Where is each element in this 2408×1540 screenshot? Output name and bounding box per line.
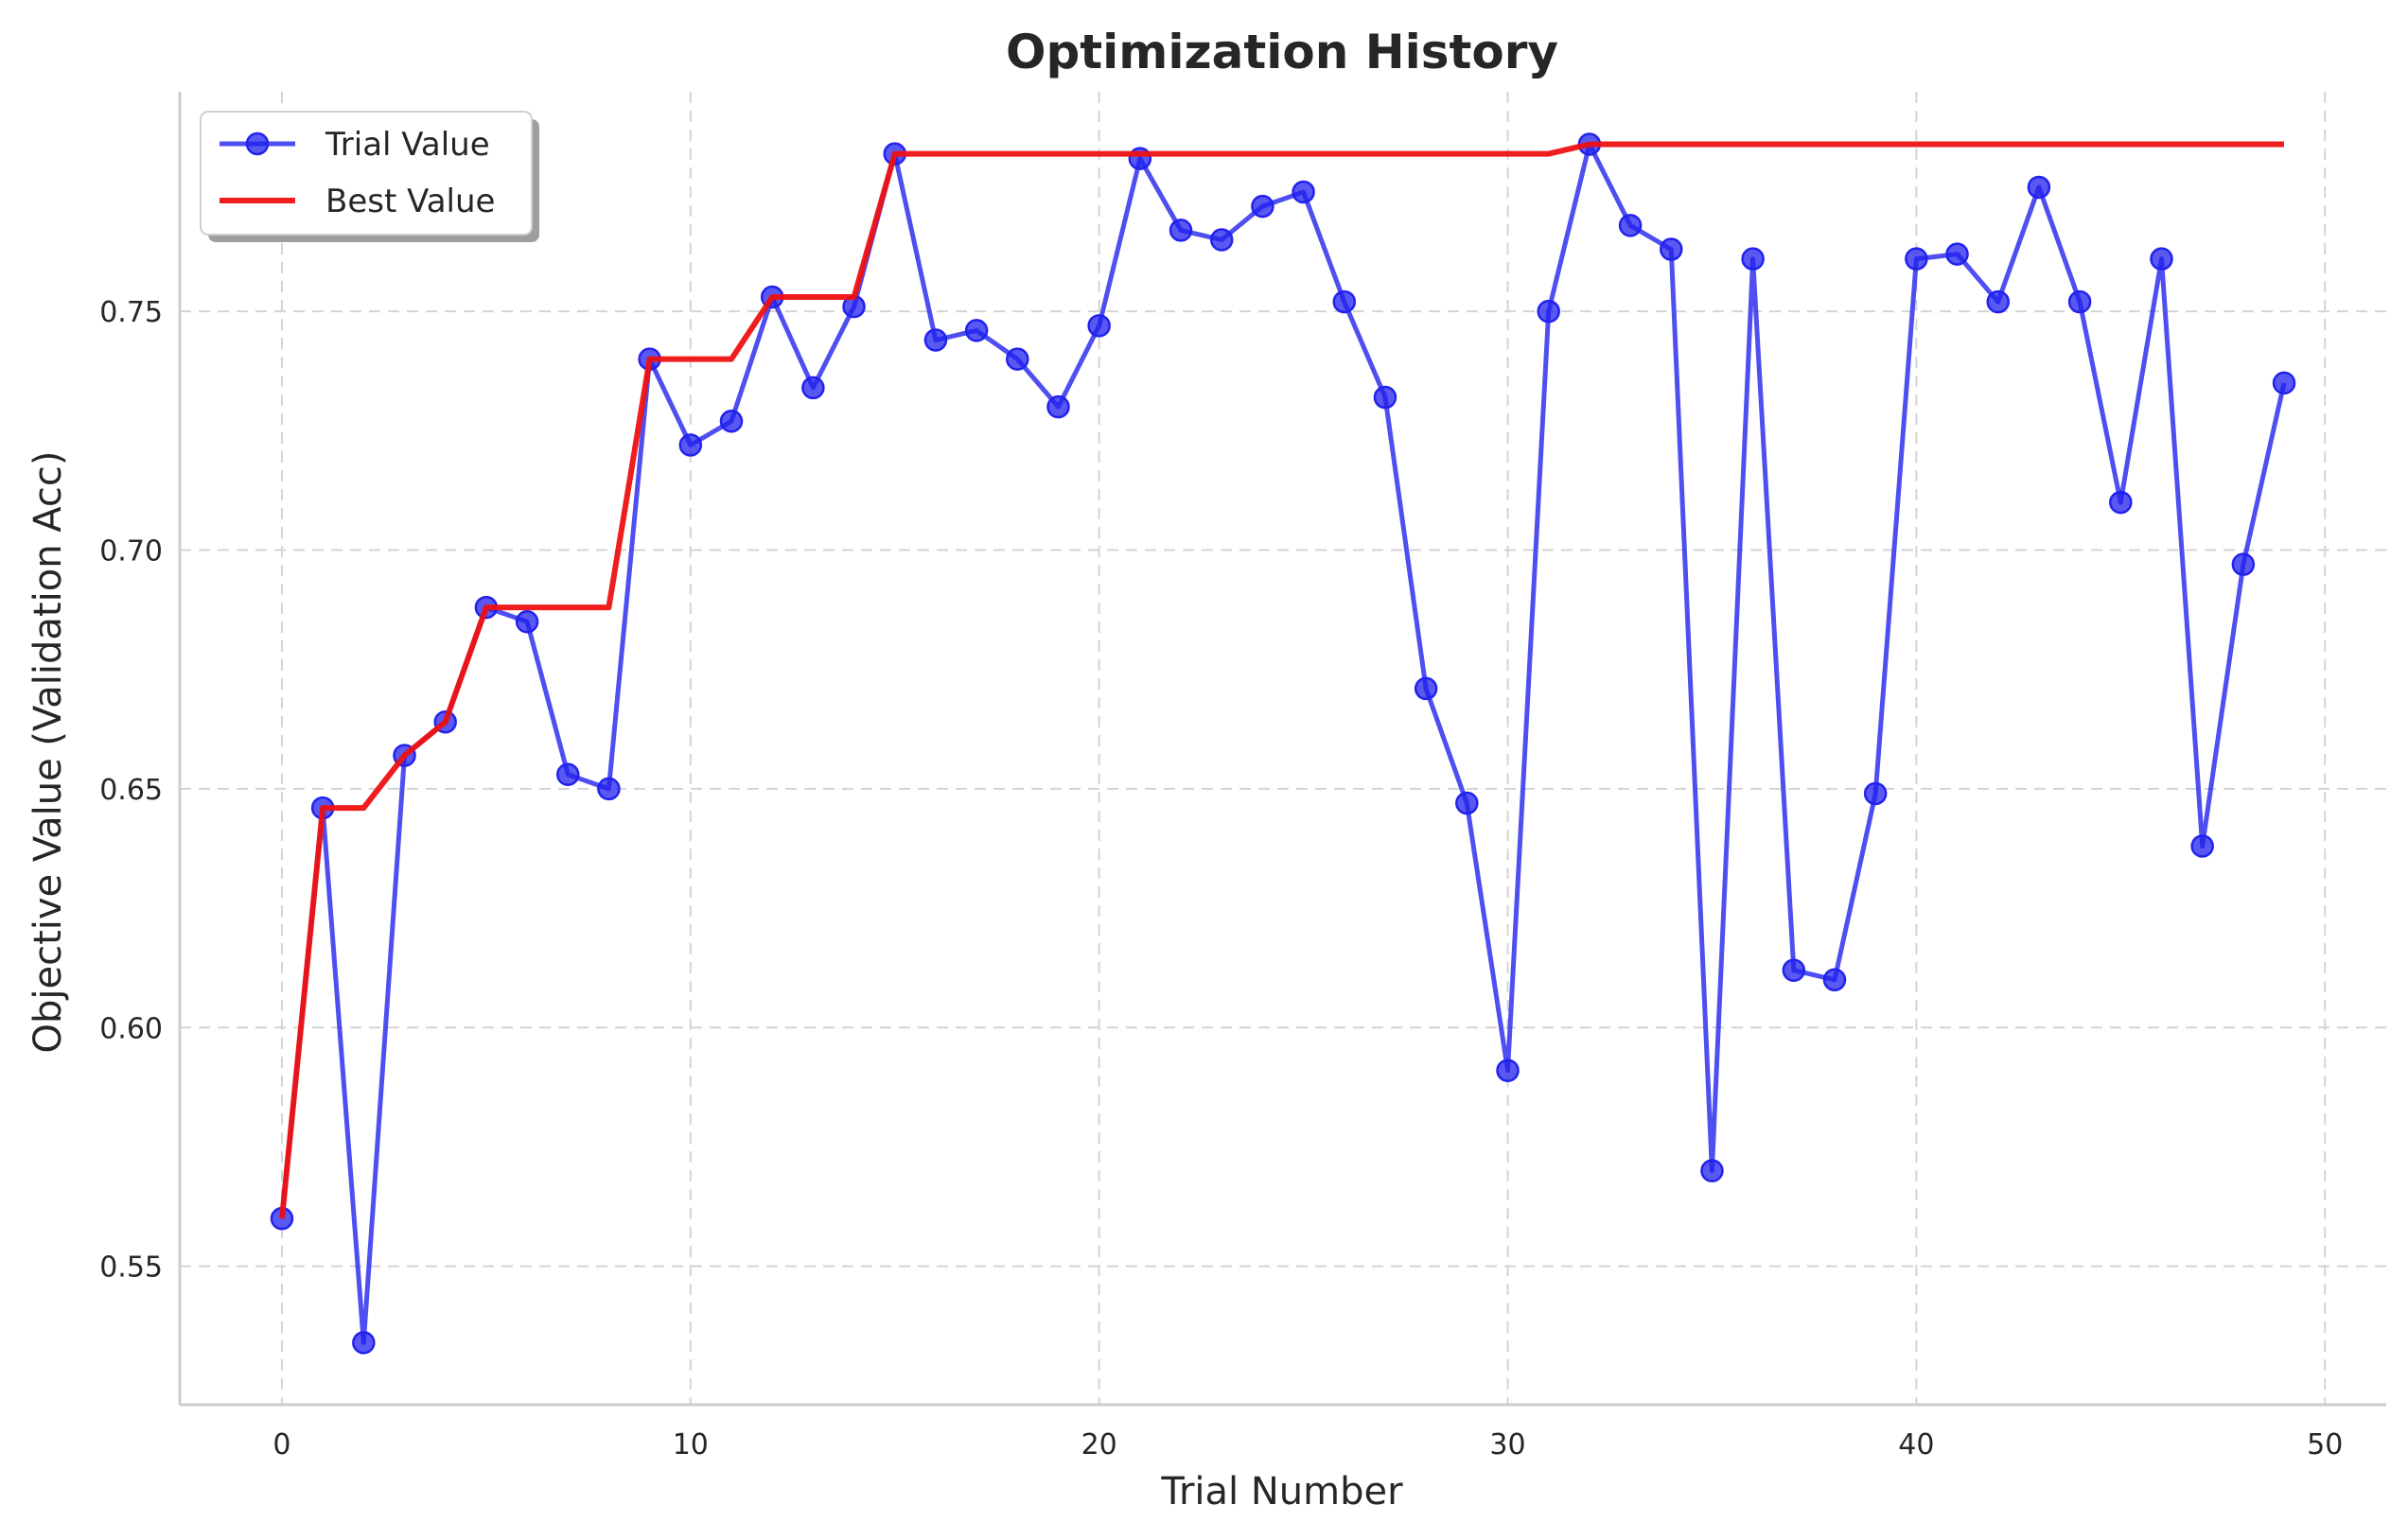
x-tick-label: 10	[673, 1428, 709, 1461]
data-point	[2231, 552, 2256, 576]
data-point	[1046, 394, 1070, 419]
legend: Trial Value Best Value	[200, 111, 539, 242]
data-point	[1251, 194, 1274, 219]
data-point	[801, 376, 825, 400]
data-point	[2109, 490, 2133, 515]
x-tick-label: 0	[272, 1428, 290, 1461]
data-point	[1209, 228, 1234, 252]
data-point	[1496, 1059, 1520, 1082]
x-axis-label: Trial Number	[1160, 1470, 1403, 1514]
x-tick-label: 50	[2307, 1428, 2343, 1461]
y-tick-label: 0.75	[99, 296, 163, 329]
data-point	[1455, 791, 1479, 815]
y-tick-label: 0.65	[99, 774, 163, 807]
data-point	[678, 433, 703, 457]
data-point	[1986, 289, 2010, 314]
data-point	[1373, 385, 1397, 410]
y-tick-label: 0.70	[99, 535, 163, 569]
data-point	[1700, 1159, 1724, 1182]
data-point	[1414, 676, 1438, 701]
grid-layer	[180, 92, 2386, 1405]
data-point	[1332, 289, 1357, 314]
data-point	[1618, 214, 1643, 237]
data-point	[1863, 781, 1888, 806]
x-tick-label: 30	[1489, 1428, 1525, 1461]
data-point	[1782, 958, 1806, 982]
data-point	[923, 328, 948, 352]
data-point	[2150, 247, 2173, 271]
axes-layer: 0 10 20 30 40 50 0.55 0.60 0.65 0.70 0.75	[99, 92, 2386, 1461]
y-tick-label: 0.60	[99, 1012, 163, 1045]
x-tick-label: 40	[1898, 1428, 1934, 1461]
data-point	[1537, 299, 1560, 324]
x-tick-label: 20	[1081, 1428, 1117, 1461]
data-point	[2272, 371, 2296, 395]
data-point	[352, 1331, 376, 1355]
series-line-1	[279, 142, 2287, 1345]
data-point	[2067, 289, 2092, 314]
data-point	[1822, 968, 1847, 992]
chart-title: Optimization History	[1006, 25, 1558, 79]
y-tick-label: 0.55	[99, 1251, 163, 1285]
y-axis-label: Objective Value (Validation Acc)	[26, 450, 70, 1053]
data-point	[1087, 314, 1111, 338]
data-point	[719, 410, 744, 433]
series-line-2	[279, 141, 2284, 1219]
data-point	[1169, 219, 1193, 242]
data-point	[1945, 242, 1969, 266]
series-layer	[270, 132, 2296, 1355]
legend-label-1: Trial Value	[325, 126, 490, 164]
data-point	[556, 762, 580, 787]
data-point	[1292, 180, 1315, 204]
data-point	[2027, 175, 2051, 200]
data-point	[1660, 237, 1683, 261]
legend-marker-1	[245, 131, 270, 156]
data-point	[964, 319, 989, 342]
legend-label-2: Best Value	[325, 183, 495, 220]
data-point	[1905, 247, 1928, 271]
data-point	[2190, 834, 2214, 858]
data-point	[515, 609, 539, 634]
data-point	[1006, 347, 1029, 371]
data-point	[1741, 247, 1765, 271]
data-point	[597, 777, 621, 801]
